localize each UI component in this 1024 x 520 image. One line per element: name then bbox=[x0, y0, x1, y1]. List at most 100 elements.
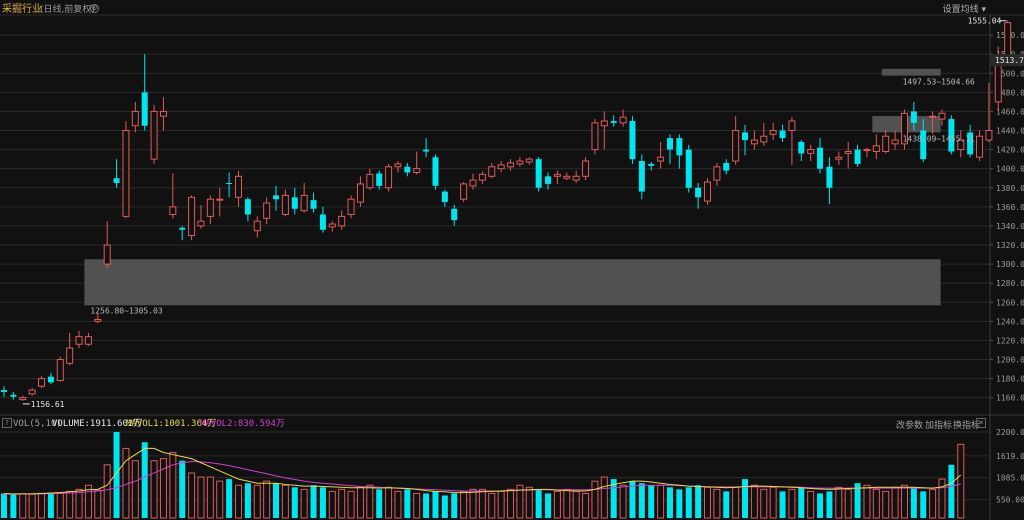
candle-body bbox=[985, 130, 993, 141]
candle-body bbox=[159, 110, 167, 117]
volume-bar bbox=[197, 476, 205, 519]
candle-body bbox=[891, 139, 899, 145]
candle-body bbox=[582, 160, 590, 177]
volume-bar bbox=[507, 488, 515, 519]
volume-bar bbox=[394, 490, 402, 519]
vol-indicator-label: VOL(5,10) bbox=[13, 419, 62, 429]
candle-body bbox=[47, 376, 54, 383]
candle-body bbox=[938, 112, 946, 120]
candle-body bbox=[38, 378, 46, 387]
volume-bar bbox=[572, 490, 580, 519]
candle-body bbox=[619, 116, 627, 124]
candle-body bbox=[713, 166, 721, 181]
candle-body bbox=[28, 389, 36, 395]
volume-bar bbox=[760, 488, 768, 519]
candle-body bbox=[19, 397, 27, 401]
y-tick-label: 1500.00 bbox=[996, 69, 1024, 78]
candle-body bbox=[798, 141, 805, 154]
candle-body bbox=[657, 156, 665, 162]
candle-body bbox=[188, 196, 196, 236]
add-indicator-button[interactable]: 加指标 bbox=[925, 421, 953, 431]
candle-body bbox=[704, 181, 711, 202]
y-tick-label: 1200.00 bbox=[996, 356, 1024, 365]
y-tick-label: 1340.00 bbox=[996, 222, 1024, 231]
volume-bar bbox=[591, 480, 599, 519]
volume-bar bbox=[244, 483, 251, 518]
volume-bar bbox=[957, 443, 965, 519]
candle-body bbox=[769, 130, 777, 135]
candle-body bbox=[469, 179, 477, 187]
candle-body bbox=[610, 120, 617, 123]
candle-body bbox=[723, 162, 730, 171]
candle-body bbox=[648, 163, 655, 166]
candle-body bbox=[1, 390, 7, 392]
volume-bar bbox=[10, 494, 17, 518]
volume-bar bbox=[863, 484, 871, 519]
volume-bar bbox=[600, 476, 608, 519]
candle-body bbox=[507, 162, 515, 168]
candle-body bbox=[356, 183, 364, 203]
candle-body bbox=[197, 220, 205, 227]
candle-body bbox=[732, 130, 740, 162]
y-tick-label: 1220.00 bbox=[996, 336, 1024, 345]
ma-settings-dropdown[interactable]: 设置均线 ▾ bbox=[942, 5, 986, 15]
volume-bar bbox=[338, 488, 346, 519]
candle-body bbox=[545, 176, 552, 184]
candle-body bbox=[900, 112, 908, 145]
change-params-button[interactable]: 改参数 bbox=[896, 421, 924, 431]
candle-body bbox=[817, 147, 824, 169]
candle-body bbox=[423, 149, 430, 152]
candle-body bbox=[122, 130, 130, 217]
volume-bar bbox=[328, 490, 336, 519]
help-icon[interactable]: ? bbox=[2, 418, 12, 428]
candle-body bbox=[760, 135, 768, 143]
volume-bar bbox=[19, 493, 27, 519]
mavol1-value: MAVOL1:1001.364万 bbox=[126, 419, 217, 429]
candle-body bbox=[376, 173, 383, 186]
vol-y-tick-label: 1619.00 bbox=[996, 452, 1024, 461]
candle-body bbox=[882, 135, 890, 152]
volume-bar bbox=[253, 484, 261, 519]
candle-body bbox=[413, 168, 421, 173]
y-tick-label: 1280.00 bbox=[996, 279, 1024, 288]
candle-body bbox=[967, 132, 974, 155]
volume-bar bbox=[441, 495, 448, 518]
volume-bar bbox=[113, 432, 120, 518]
chart-subtitle: (日线,前复权) bbox=[40, 5, 95, 15]
volume-bar bbox=[235, 484, 242, 519]
volume-bar bbox=[872, 488, 880, 519]
volume-bar bbox=[704, 486, 711, 519]
volume-bar bbox=[920, 491, 927, 518]
volume-value: VOLUME:1911.602万 bbox=[52, 419, 143, 429]
candle-body bbox=[863, 149, 871, 152]
vol-y-tick-label: 1085.00 bbox=[996, 474, 1024, 483]
candle-body bbox=[994, 61, 1002, 103]
close-icon[interactable]: ✕ bbox=[976, 418, 986, 428]
candle-body bbox=[263, 202, 271, 219]
volume-bar bbox=[638, 483, 645, 518]
candle-body bbox=[488, 166, 496, 177]
candle-body bbox=[291, 197, 298, 209]
volume-bar bbox=[188, 472, 196, 519]
volume-bar bbox=[817, 493, 824, 518]
volume-bar bbox=[648, 485, 655, 518]
volume-bar bbox=[488, 492, 496, 519]
candle-body bbox=[497, 164, 505, 170]
volume-bar bbox=[695, 485, 702, 518]
volume-bar bbox=[413, 492, 421, 519]
volume-bar bbox=[281, 484, 289, 519]
candle-body bbox=[179, 227, 186, 230]
settings-icon[interactable]: ⚙ bbox=[90, 4, 99, 13]
candle-body bbox=[94, 318, 102, 322]
candle-body bbox=[281, 194, 289, 215]
candle-body bbox=[591, 122, 599, 151]
candle-body bbox=[150, 110, 158, 160]
switch-indicator-button[interactable]: 换指标 bbox=[953, 421, 981, 431]
candle-body bbox=[169, 206, 177, 215]
y-tick-label: 1260.00 bbox=[996, 298, 1024, 307]
volume-bar bbox=[610, 479, 617, 518]
candle-body bbox=[779, 130, 786, 139]
volume-bar bbox=[347, 490, 355, 519]
volume-bar bbox=[56, 492, 64, 519]
